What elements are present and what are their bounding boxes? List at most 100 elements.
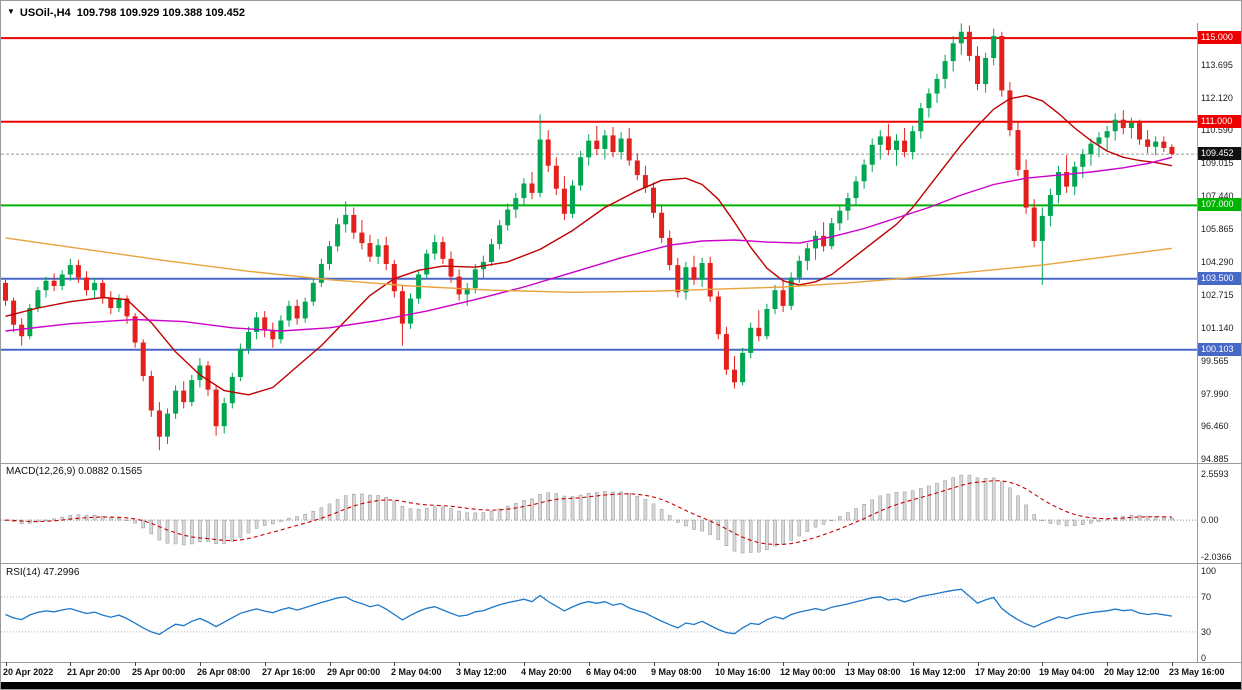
time-axis-label: 3 May 12:00 [456, 667, 507, 677]
candle [1153, 136, 1159, 156]
candle [748, 322, 754, 359]
candle [351, 207, 357, 239]
candle [505, 203, 511, 231]
time-axis-label: 21 Apr 20:00 [67, 667, 121, 677]
candle [529, 172, 535, 200]
candle [343, 201, 349, 233]
symbol-dropdown-icon[interactable]: ▼ [7, 7, 15, 16]
candle [723, 326, 729, 375]
candle [173, 385, 179, 419]
candle [359, 220, 365, 250]
rsi-panel[interactable] [1, 564, 1197, 661]
time-axis-label: 27 Apr 16:00 [262, 667, 316, 677]
candle [100, 279, 106, 304]
price-axis-label: 96.460 [1201, 420, 1229, 431]
candle [853, 176, 859, 206]
main-price-chart[interactable] [1, 23, 1197, 463]
candle [764, 303, 770, 340]
window-bottom-bar [1, 682, 1241, 689]
candle [902, 128, 908, 158]
candle [1015, 121, 1021, 177]
time-axis-tick [654, 662, 655, 666]
candle [707, 256, 713, 302]
candle [732, 356, 737, 389]
candle [894, 134, 899, 166]
price-tag-103.500: 103.500 [1198, 271, 1241, 285]
candle [918, 102, 924, 139]
candle [910, 125, 916, 160]
time-axis-label: 25 Apr 00:00 [132, 667, 186, 677]
candle [869, 138, 875, 172]
candle [634, 153, 640, 181]
candle [926, 88, 932, 118]
rsi-axis-label: 70 [1201, 592, 1212, 603]
time-axis-tick [913, 662, 914, 666]
macd-panel[interactable] [1, 464, 1197, 563]
symbol-timeframe-label: USOil-,H4 [19, 7, 71, 19]
time-axis-tick [459, 662, 460, 666]
candle [651, 182, 656, 218]
time-axis-tick [978, 662, 979, 666]
candle [432, 234, 438, 260]
candle [618, 132, 624, 160]
candle [861, 159, 867, 189]
macd-axis-label: -2.0366 [1201, 551, 1232, 562]
candle [788, 272, 794, 311]
candle [84, 271, 89, 296]
macd-name: MACD(12,26,9) [6, 466, 76, 477]
time-axis-label: 29 Apr 00:00 [327, 667, 381, 677]
candle [181, 381, 187, 409]
candle [545, 130, 551, 172]
candle [262, 311, 268, 338]
price-axis-label: 107.440 [1201, 191, 1234, 202]
candle [1031, 199, 1037, 248]
time-axis-tick [330, 662, 331, 666]
candles-layer [3, 23, 1175, 451]
rsi-line [5, 588, 1173, 636]
candle [950, 36, 956, 72]
candle [165, 408, 170, 444]
macd-axis-label: 2.5593 [1201, 469, 1229, 480]
macd-histogram [3, 474, 1174, 554]
candle [213, 385, 219, 436]
candle [335, 218, 341, 252]
candle [197, 358, 203, 388]
panel-divider[interactable] [1, 463, 1241, 464]
candle [513, 192, 519, 218]
candle [1112, 113, 1118, 141]
candle [1072, 161, 1078, 195]
candle [408, 293, 413, 329]
time-axis-label: 9 May 08:00 [651, 667, 702, 677]
candle [740, 347, 746, 386]
time-axis-label: 20 May 12:00 [1104, 667, 1160, 677]
candle [1039, 207, 1045, 285]
candle [310, 277, 316, 306]
candle [796, 255, 802, 283]
candle [958, 23, 964, 55]
candle [424, 249, 430, 279]
time-axis-tick [6, 662, 7, 666]
candle [140, 339, 146, 382]
candle [553, 157, 559, 195]
candle [221, 397, 227, 434]
time-axis-tick [718, 662, 719, 666]
panel-divider[interactable] [1, 563, 1241, 564]
macd-signal-value: 0.1565 [111, 466, 143, 477]
candle [594, 125, 600, 156]
candle [294, 299, 300, 325]
candle [116, 294, 122, 313]
macd-panel-label: MACD(12,26,9) 0.0882 0.1565 [6, 466, 142, 477]
price-axis-separator [1197, 23, 1198, 663]
time-axis-label: 6 May 04:00 [586, 667, 637, 677]
candle [642, 165, 648, 193]
candle [626, 128, 632, 166]
price-axis-label: 110.590 [1201, 125, 1233, 136]
candle [156, 402, 162, 451]
candle [1056, 165, 1061, 204]
candle [780, 280, 786, 313]
candle [489, 238, 494, 267]
time-axis-label: 2 May 04:00 [391, 667, 442, 677]
candle [480, 255, 486, 279]
candle [43, 276, 49, 298]
time-axis-label: 16 May 12:00 [910, 667, 966, 677]
